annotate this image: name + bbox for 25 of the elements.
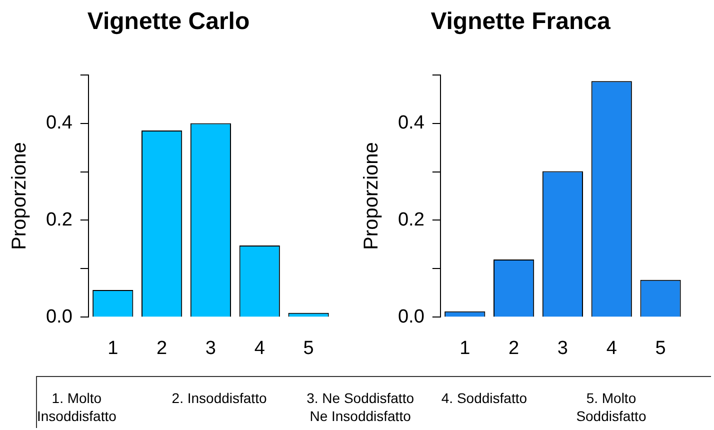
y-tick-label: 0.4 xyxy=(46,112,73,134)
text: 3. Ne Soddisfatto Ne Insoddisfatto xyxy=(306,389,414,425)
y-tick-label: 0.0 xyxy=(398,306,424,328)
text: 1. Molto Insoddisfatto xyxy=(37,389,116,425)
x-tick-label: 4 xyxy=(254,338,266,359)
x-tick-label: 2 xyxy=(508,338,520,359)
x-tick-label: 3 xyxy=(557,338,568,359)
chart-title: Vignette Franca xyxy=(430,8,611,36)
x-tick-label: 5 xyxy=(303,338,314,359)
x-tick-label: 1 xyxy=(108,338,118,359)
y-tick-label: 0.4 xyxy=(398,112,425,134)
x-tick-label: 2 xyxy=(156,338,168,359)
x-tick-label: 3 xyxy=(205,338,216,359)
x-tick-label: 1 xyxy=(460,338,470,359)
x-tick-label: 4 xyxy=(606,338,618,359)
text: 2. Insoddisfatto xyxy=(172,389,267,407)
y-tick-label: 0.2 xyxy=(398,209,424,230)
chart-title: Vignette Carlo xyxy=(87,8,250,36)
y-tick-label: 0.0 xyxy=(46,306,72,328)
y-axis-title: Proporzione xyxy=(360,142,383,250)
y-tick-label: 0.2 xyxy=(46,209,72,230)
text: 4. Soddisfatto xyxy=(441,389,528,407)
x-tick-label: 5 xyxy=(655,338,666,359)
y-axis-title: Proporzione xyxy=(8,142,31,250)
text: 5. Molto Soddisfatto xyxy=(576,389,646,425)
